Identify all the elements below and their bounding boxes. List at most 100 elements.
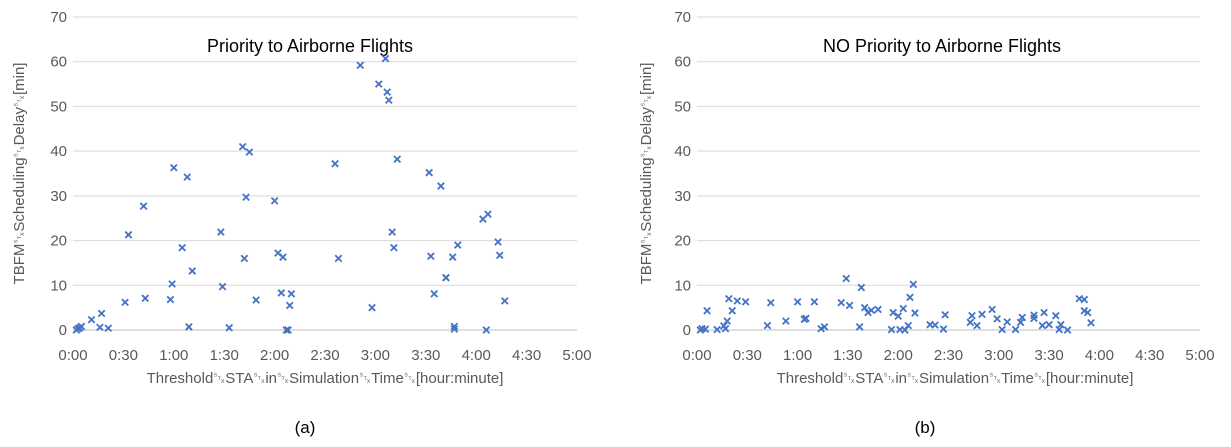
y-tick-label: 70 xyxy=(50,9,67,26)
data-point xyxy=(225,323,234,332)
data-point xyxy=(368,303,376,312)
data-point xyxy=(1051,311,1060,320)
x-tick-label: 1:00 xyxy=(159,347,188,364)
data-point xyxy=(121,298,129,307)
chart-title: NO Priority to Airborne Flights xyxy=(823,36,1061,56)
x-tick-label: 0:00 xyxy=(682,347,711,364)
data-point xyxy=(482,326,491,334)
data-point xyxy=(331,159,339,168)
data-point xyxy=(97,309,106,318)
data-point xyxy=(1030,314,1038,323)
data-point xyxy=(988,305,996,314)
data-point xyxy=(845,301,854,310)
data-point xyxy=(978,310,986,319)
x-tick-label: 5:00 xyxy=(1185,347,1214,364)
data-point xyxy=(793,297,802,306)
y-tick-label: 10 xyxy=(674,277,691,294)
data-point xyxy=(968,311,976,320)
x-tick-label: 2:30 xyxy=(310,347,339,364)
data-point xyxy=(889,308,898,317)
data-point xyxy=(906,293,914,302)
data-point xyxy=(495,251,504,260)
data-point xyxy=(701,325,710,333)
data-point xyxy=(385,96,393,105)
x-tick-label: 5:00 xyxy=(562,347,591,364)
data-point xyxy=(270,196,279,205)
y-tick-label: 20 xyxy=(50,233,67,250)
x-tick-label: 3:30 xyxy=(411,347,440,364)
x-tick-label: 4:00 xyxy=(1085,347,1114,364)
y-axis-label: TBFM␂Scheduling␂Delay␂[min] xyxy=(638,63,655,285)
data-point xyxy=(1003,318,1012,326)
data-point xyxy=(242,193,250,202)
data-point xyxy=(874,305,882,314)
x-tick-label: 1:30 xyxy=(210,347,239,364)
data-point xyxy=(450,322,459,331)
data-point xyxy=(430,289,439,298)
data-point xyxy=(240,254,249,263)
data-point xyxy=(904,321,913,330)
data-point xyxy=(782,317,790,325)
data-point xyxy=(484,210,492,219)
data-point xyxy=(381,54,390,63)
data-point xyxy=(285,301,294,310)
data-point xyxy=(1080,295,1089,304)
data-point xyxy=(1055,325,1063,334)
y-tick-label: 20 xyxy=(674,233,691,250)
x-tick-label: 2:00 xyxy=(884,347,913,364)
data-point xyxy=(282,326,291,334)
y-tick-label: 0 xyxy=(683,322,691,339)
y-tick-label: 50 xyxy=(674,98,691,115)
data-point xyxy=(1087,319,1095,327)
data-point xyxy=(188,267,197,275)
y-tick-label: 70 xyxy=(674,9,691,26)
subfigure-caption: (b) xyxy=(915,418,936,437)
data-point xyxy=(1018,313,1027,322)
data-point xyxy=(857,283,866,292)
y-tick-label: 30 xyxy=(50,188,67,205)
data-point xyxy=(703,306,711,315)
data-point xyxy=(1011,325,1020,334)
x-tick-label: 4:30 xyxy=(1135,347,1164,364)
data-point xyxy=(141,294,150,303)
data-point xyxy=(899,304,908,313)
data-point xyxy=(279,253,287,261)
y-tick-label: 40 xyxy=(50,143,67,160)
data-point xyxy=(183,173,192,181)
data-point xyxy=(713,325,721,334)
x-tick-label: 2:00 xyxy=(260,347,289,364)
data-point xyxy=(393,155,402,164)
data-point xyxy=(723,317,732,325)
data-point xyxy=(427,252,435,261)
chart-b: 0 10 20 30 40 50 60 70 0:00 0:30 1:00 1:30 2:00 2:30 3… xyxy=(638,9,1215,437)
data-point xyxy=(855,323,864,331)
x-axis-label: Threshold␂STA␂in␂Simulation␂Time␂[hour:m… xyxy=(147,370,504,387)
y-tick-label: 60 xyxy=(674,54,691,71)
data-point xyxy=(104,324,113,333)
data-point xyxy=(1063,326,1072,334)
data-point xyxy=(860,303,869,312)
data-point xyxy=(820,323,829,331)
data-point xyxy=(238,142,247,151)
data-point xyxy=(139,202,148,210)
x-tick-label: 4:30 xyxy=(512,347,541,364)
data-point xyxy=(725,294,733,303)
x-tick-label: 0:30 xyxy=(109,347,138,364)
data-point xyxy=(178,243,187,252)
data-point xyxy=(941,310,949,319)
x-tick-label: 3:00 xyxy=(361,347,390,364)
data-point xyxy=(1040,308,1048,317)
data-point xyxy=(245,148,254,156)
subfigure-caption: (a) xyxy=(295,418,316,437)
y-tick-label: 40 xyxy=(674,143,691,160)
data-point xyxy=(252,296,260,304)
data-point xyxy=(766,298,775,307)
chart-title: Priority to Airborne Flights xyxy=(207,36,413,56)
data-point xyxy=(867,306,876,315)
data-point xyxy=(733,297,742,305)
data-point xyxy=(437,182,445,190)
x-tick-label: 3:00 xyxy=(984,347,1013,364)
data-point xyxy=(87,315,96,324)
data-point xyxy=(390,243,398,252)
